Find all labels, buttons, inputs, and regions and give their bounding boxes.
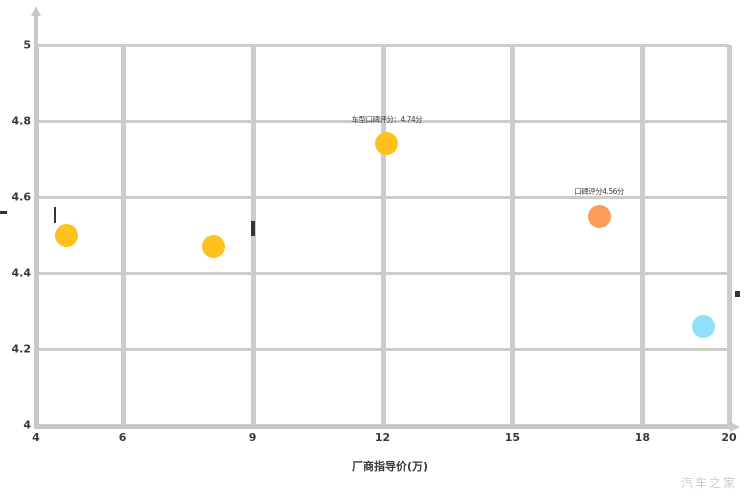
x-axis-tick-label: 6 [118,431,127,444]
data-point[interactable] [587,204,611,228]
x-axis-tick-label: 12 [374,431,391,444]
x-axis-arrow-icon [730,422,740,432]
vertical-gridline [727,45,732,425]
y-axis-arrow-icon [31,6,41,16]
data-point-label: 车型口碑评分：4.74分 [351,114,423,124]
x-axis-title: 厂商指导价(万) [351,460,429,473]
y-axis-tick-label: 4.2 [11,342,32,356]
x-axis-tick-label: 15 [504,431,521,444]
y-axis-tick-label: 4.6 [11,190,32,204]
x-axis-line [36,425,731,429]
data-point-label: 口碑评分4.56分 [574,187,624,196]
y-axis-tick-label: 4.8 [11,114,32,128]
label-fragment [54,207,56,223]
y-axis-tick-label: 5 [23,38,31,52]
y-axis-line [34,16,38,429]
label-fragment [251,221,255,236]
data-point[interactable] [691,314,715,338]
x-axis-tick-label: 18 [634,431,651,444]
vertical-gridline [510,45,516,425]
y-axis-tick-label: 4.4 [11,266,32,280]
vertical-gridline [380,45,386,425]
label-fragment [735,291,740,297]
watermark-autohome: 汽车之家 [680,476,737,490]
x-axis-tick-label: 9 [248,431,257,444]
data-point[interactable] [54,223,78,247]
x-axis-tick-label: 4 [32,431,40,444]
data-point[interactable] [375,132,399,156]
x-axis-tick-label: 20 [721,431,737,444]
vertical-gridline [640,45,646,425]
vertical-gridline [120,45,126,425]
y-axis-tick-label: 4 [23,418,31,432]
data-point[interactable] [202,234,226,258]
label-fragment [0,211,7,214]
